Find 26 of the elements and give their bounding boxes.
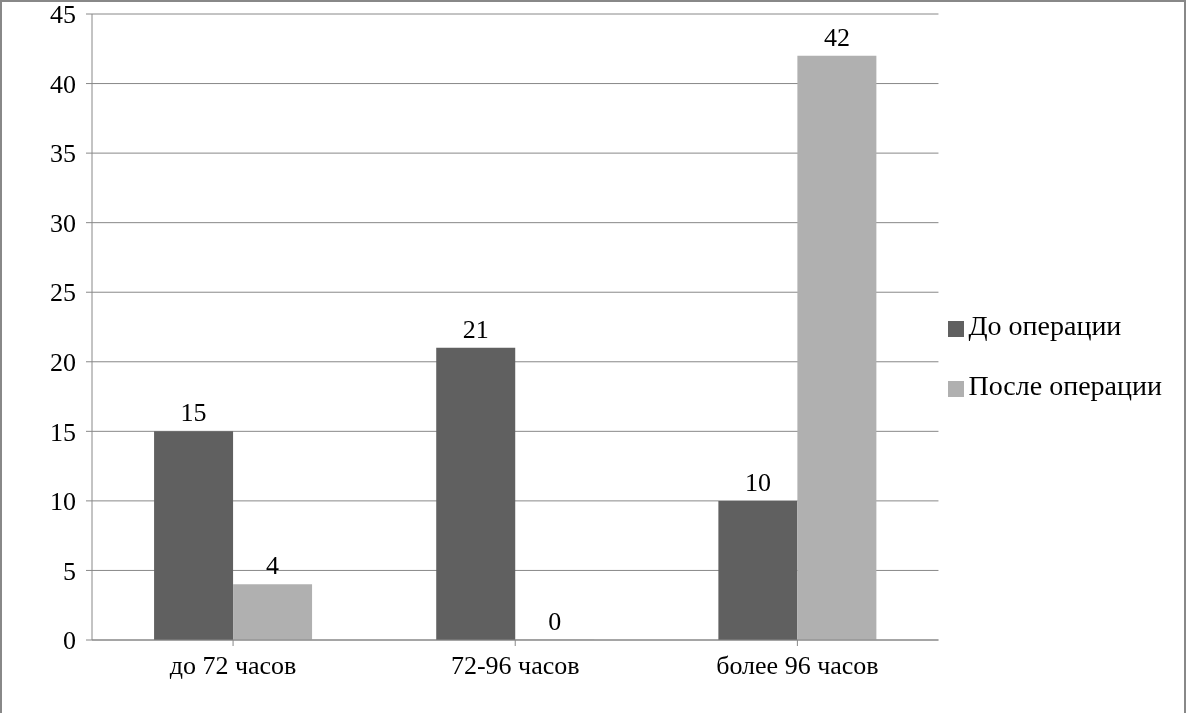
x-tick-label: более 96 часов <box>716 651 879 681</box>
y-tick-label: 25 <box>50 278 76 308</box>
legend-label: После операции <box>968 370 1162 401</box>
bar <box>436 347 516 640</box>
data-label: 21 <box>462 314 489 344</box>
y-tick-label: 35 <box>50 139 76 169</box>
bar <box>233 584 313 640</box>
y-tick-label: 5 <box>63 556 76 586</box>
data-label: 42 <box>823 22 850 52</box>
y-tick-label: 30 <box>50 208 76 238</box>
data-label: 0 <box>548 606 562 636</box>
y-tick-label: 40 <box>50 69 76 99</box>
bar <box>154 431 234 640</box>
data-label: 15 <box>180 398 207 428</box>
y-tick-label: 15 <box>50 417 76 447</box>
legend-label: До операции <box>968 310 1122 341</box>
data-label: 4 <box>266 551 280 581</box>
x-tick-label: 72-96 часов <box>450 651 580 681</box>
x-tick-label: до 72 часов <box>169 651 297 681</box>
bar <box>797 55 877 640</box>
y-tick-label: 0 <box>63 626 76 656</box>
y-tick-label: 10 <box>50 487 76 517</box>
data-label: 10 <box>744 467 771 497</box>
y-tick-label: 20 <box>50 348 76 378</box>
bar <box>718 500 798 640</box>
y-tick-label: 45 <box>50 0 76 30</box>
